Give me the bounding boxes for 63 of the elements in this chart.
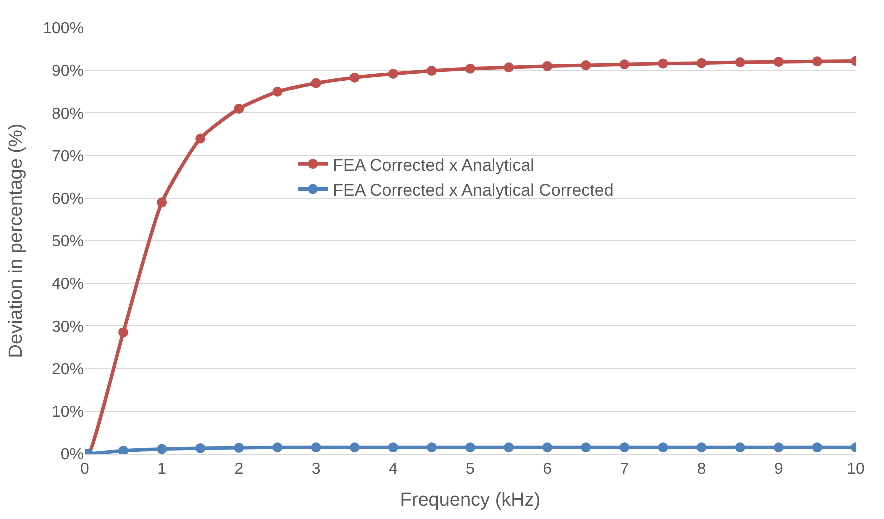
point: [735, 58, 746, 68]
point: [696, 58, 707, 68]
point: [234, 104, 244, 114]
y-tick-label: 100%: [43, 20, 84, 38]
y-axis-title: Deviation in percentage (%): [6, 124, 27, 358]
y-tick-label: 20%: [52, 361, 84, 378]
point: [620, 442, 630, 453]
point: [696, 442, 707, 453]
point: [812, 442, 822, 453]
point: [658, 58, 668, 69]
y-tick-label: 80%: [52, 106, 84, 123]
legend-label: FEA Corrected x Analytical Corrected: [333, 180, 614, 200]
point: [426, 442, 437, 453]
point: [157, 444, 168, 454]
point: [118, 328, 129, 338]
x-tick-label: 2: [234, 461, 244, 478]
x-tick-label: 3: [312, 461, 321, 478]
x-tick-label: 6: [543, 461, 552, 478]
y-tick-label: 50%: [52, 234, 84, 251]
y-tick-label: 30%: [52, 318, 84, 336]
point: [234, 443, 244, 454]
x-tick-label: 9: [774, 461, 784, 478]
point: [581, 442, 592, 453]
x-tick-label: 0: [80, 461, 90, 478]
point: [466, 442, 476, 453]
point: [466, 64, 476, 74]
point: [350, 442, 360, 453]
point: [350, 72, 360, 83]
point: [542, 61, 553, 72]
y-tick-label: 70%: [52, 148, 84, 166]
point: [658, 442, 668, 453]
x-tick-label: 10: [847, 461, 865, 478]
x-tick-label: 7: [620, 461, 630, 478]
x-tick-label: 4: [388, 461, 398, 478]
point: [272, 86, 283, 97]
point: [157, 198, 168, 208]
point: [388, 442, 398, 453]
point: [774, 57, 784, 68]
point: [504, 442, 514, 453]
y-tick-label: 90%: [52, 63, 84, 80]
point: [504, 62, 514, 73]
y-tick-label: 0%: [60, 446, 84, 464]
x-tick-label: 5: [466, 461, 476, 478]
x-axis-title: Frequency (kHz): [400, 490, 541, 511]
point: [812, 56, 822, 67]
point: [542, 442, 553, 453]
y-tick-label: 60%: [52, 191, 84, 208]
point: [196, 443, 206, 454]
point: [272, 442, 283, 453]
point: [388, 69, 398, 80]
point: [735, 442, 746, 453]
point: [426, 66, 437, 76]
y-tick-label: 40%: [52, 276, 84, 294]
point: [620, 60, 630, 70]
x-tick-label: 1: [158, 461, 167, 478]
point: [581, 60, 592, 70]
point: [311, 442, 322, 453]
legend-label: FEA Corrected x Analytical: [333, 156, 534, 175]
point: [196, 134, 206, 144]
y-tick-label: 10%: [52, 404, 84, 421]
x-tick-label: 8: [697, 461, 706, 478]
point: [311, 78, 322, 88]
point: [774, 442, 784, 453]
